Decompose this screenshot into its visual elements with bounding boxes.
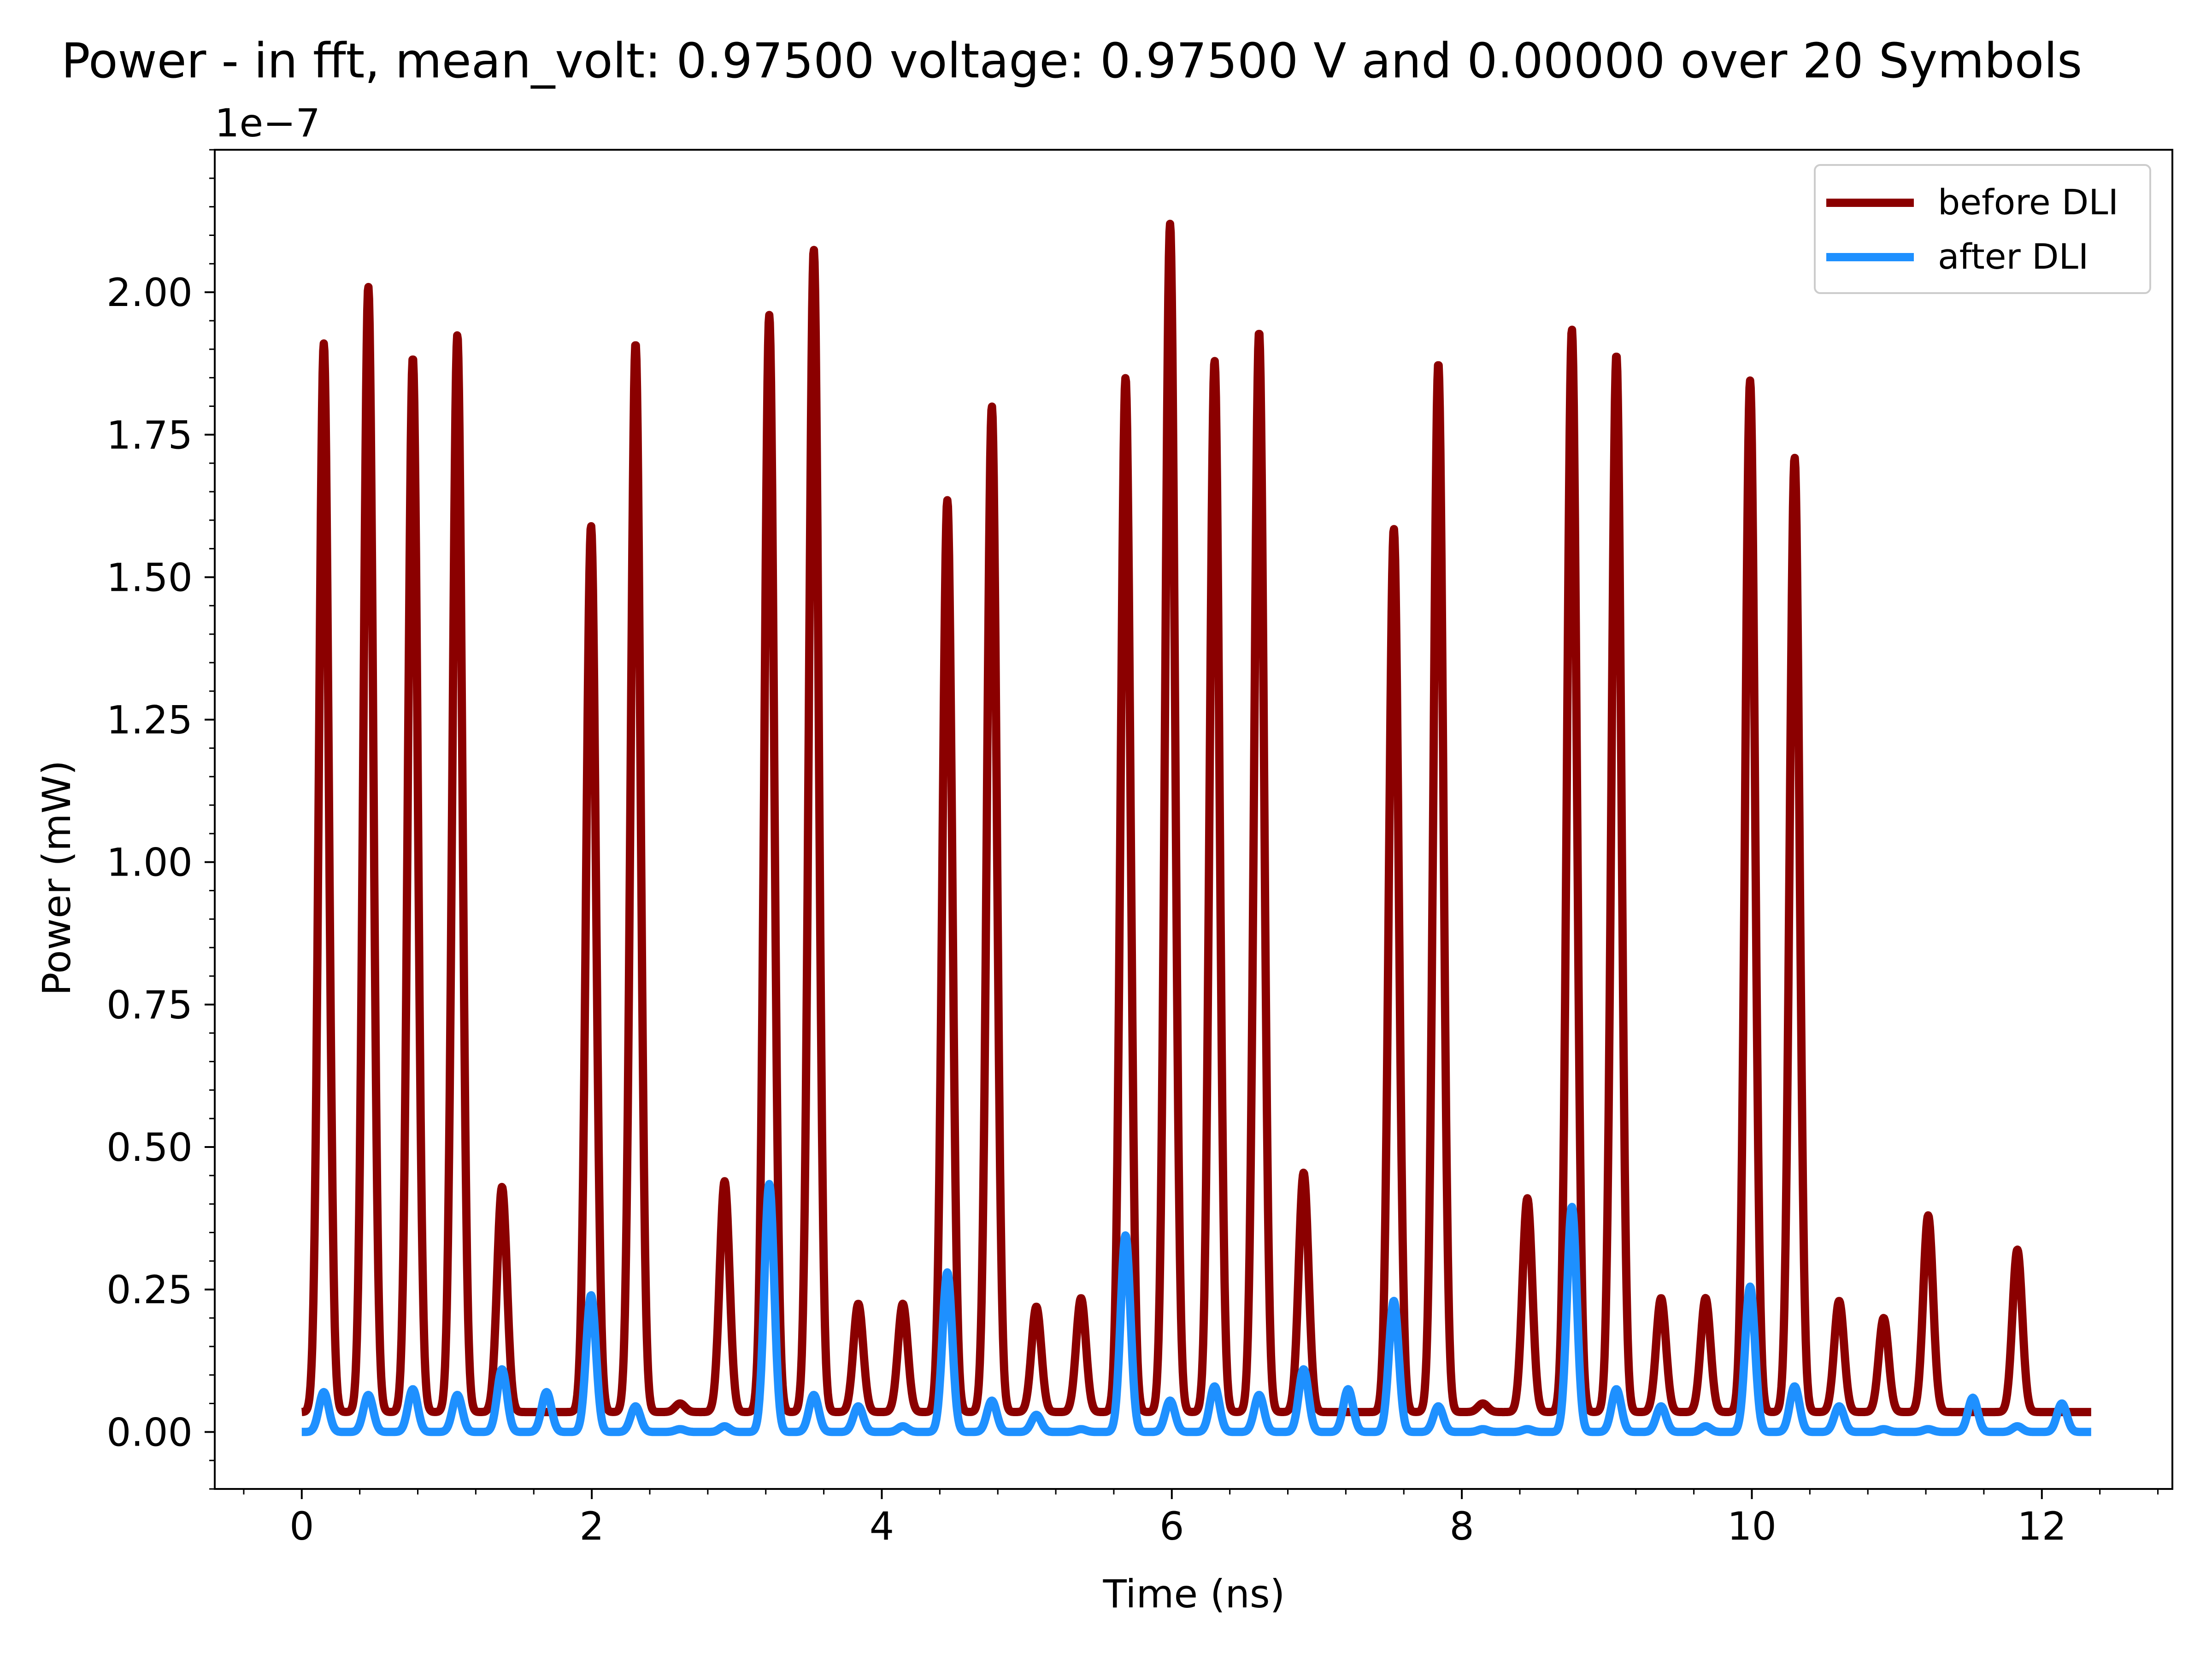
x-tick-label: 8 [1449, 1504, 1474, 1549]
y-tick-label: 2.00 [106, 270, 193, 315]
series-line-before-dli [298, 219, 2095, 1417]
series-lines [298, 219, 2095, 1436]
y-tick-label: 1.25 [106, 698, 193, 743]
y-tick-label: 1.00 [106, 840, 193, 885]
x-tick-label: 2 [579, 1504, 604, 1549]
y-tick-label: 0.75 [106, 982, 193, 1028]
axis-ticks: 0 2 4 6 8 10 12 0.00 0.25 0.50 0.75 1.00 1.25 1.50 1.7… [106, 149, 2159, 1549]
chart-title: Power - in fft, mean_volt: 0.97500 volta… [61, 33, 2082, 89]
x-tick-label: 10 [1727, 1504, 1777, 1549]
y-tick-label: 0.50 [106, 1125, 193, 1170]
x-tick-label: 6 [1159, 1504, 1184, 1549]
y-tick-label: 1.75 [106, 412, 193, 458]
series-line-after-dli [298, 1180, 2095, 1436]
y-axis-label: Power (mW) [34, 760, 79, 995]
y-tick-label: 0.00 [106, 1410, 193, 1455]
x-tick-label: 12 [2017, 1504, 2066, 1549]
y-offset-label: 1e−7 [215, 100, 320, 146]
plot-frame [214, 149, 2173, 1490]
legend-label-after-dli: after DLI [1938, 236, 2088, 277]
legend-label-before-dli: before DLI [1938, 182, 2118, 223]
legend: before DLI after DLI [1814, 164, 2151, 294]
x-tick-label: 4 [870, 1504, 894, 1549]
x-axis-label: Time (ns) [1103, 1571, 1285, 1617]
x-tick-label: 0 [289, 1504, 314, 1549]
y-tick-label: 1.50 [106, 555, 193, 600]
y-tick-label: 0.25 [106, 1267, 193, 1312]
